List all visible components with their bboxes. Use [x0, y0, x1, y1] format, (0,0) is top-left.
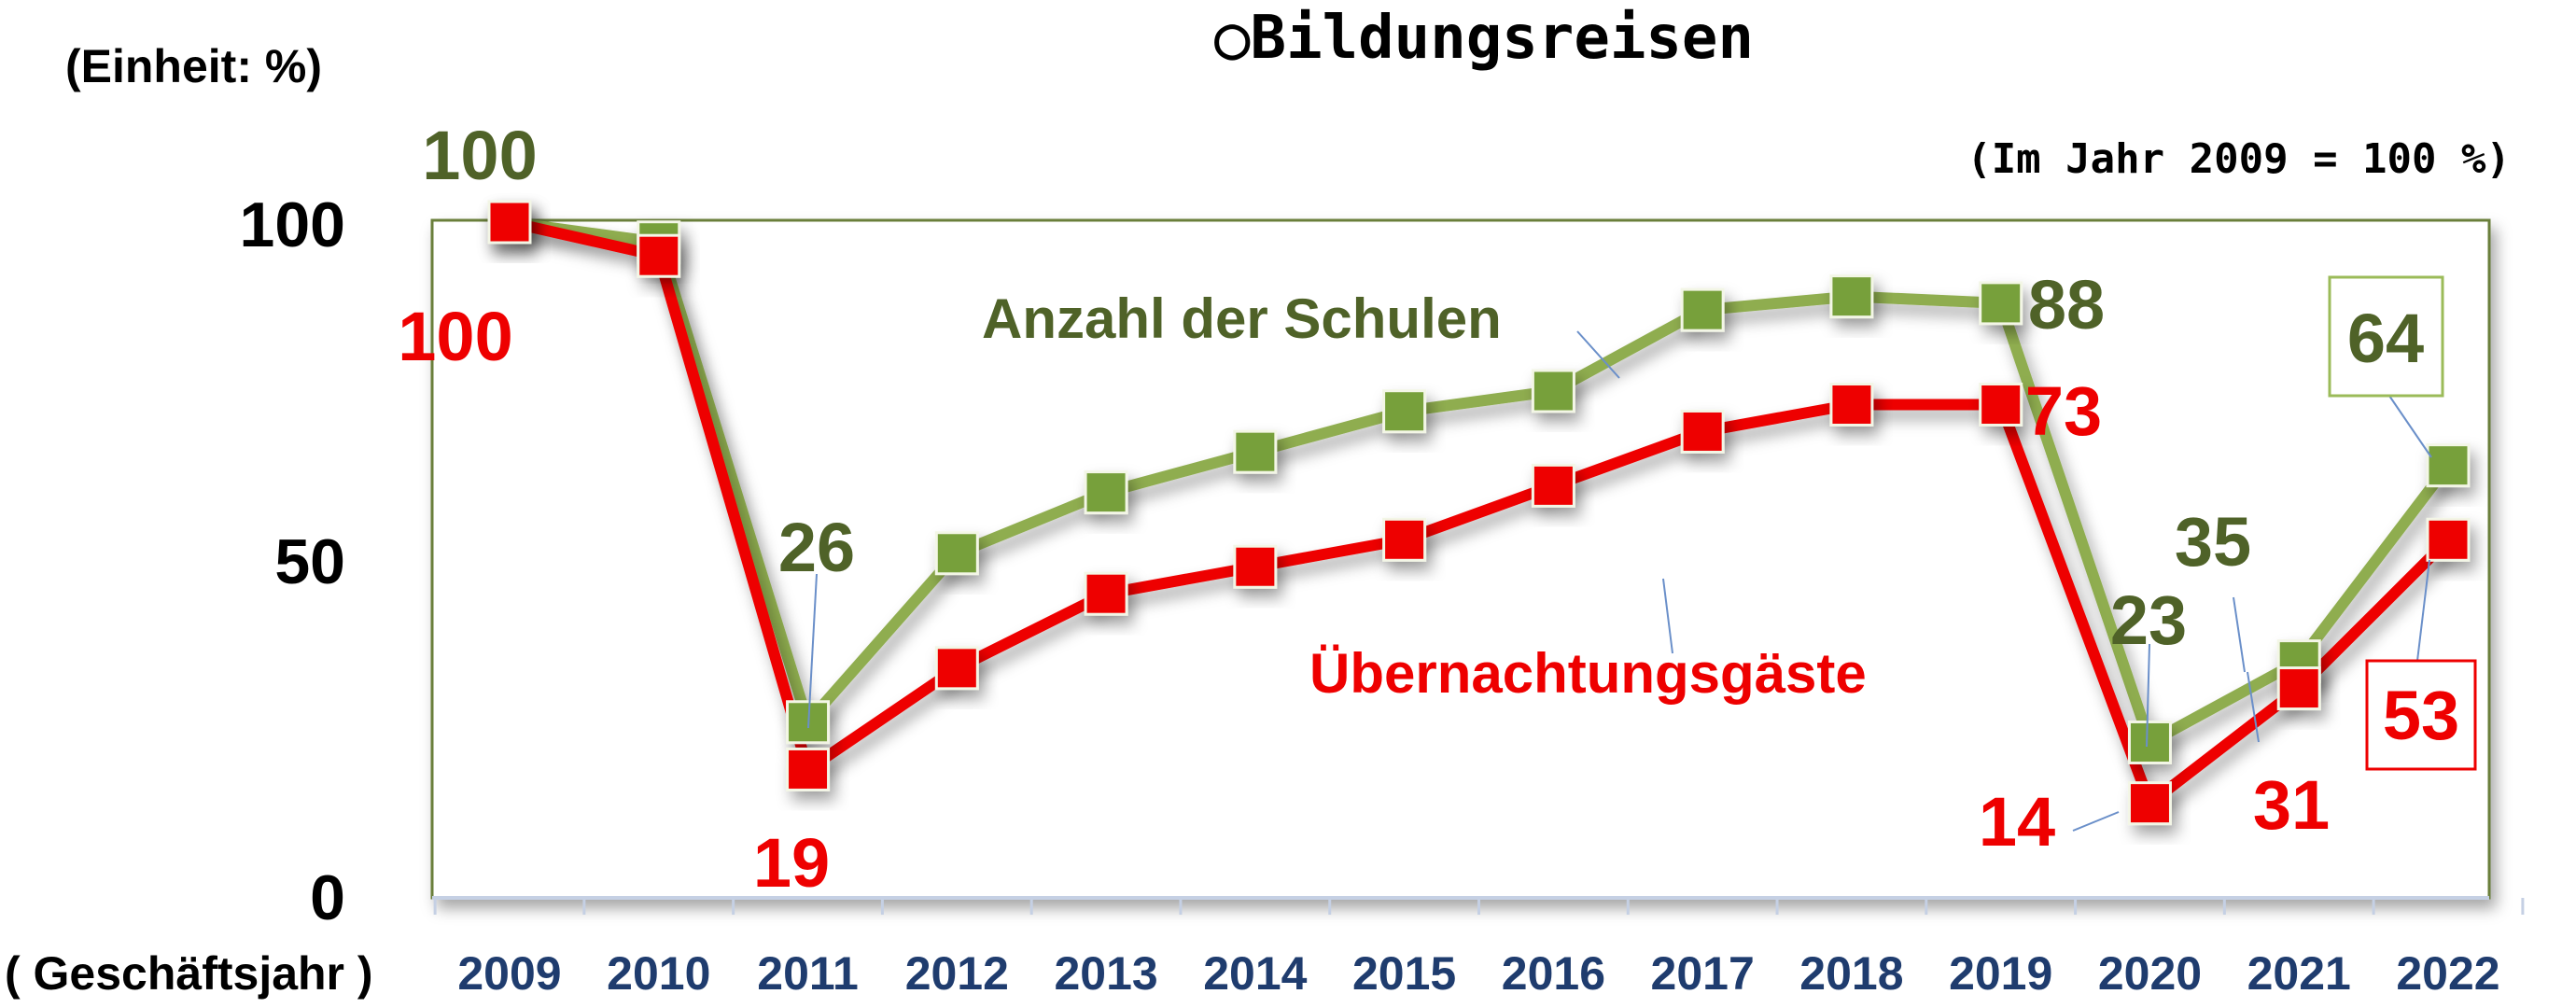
series-label-schools: Anzahl der Schulen: [982, 287, 1502, 350]
leader-lines: [807, 330, 2432, 832]
x-tick-label-2016: 2016: [1502, 947, 1605, 1000]
x-tick-label-2012: 2012: [905, 947, 1009, 1000]
y-tick-0: 0: [310, 862, 345, 933]
marker-guests-2016: [1531, 463, 1575, 508]
x-tick-label-2018: 2018: [1799, 947, 1903, 1000]
x-tick-label-2013: 2013: [1054, 947, 1157, 1000]
data-label-guests-2021: 31: [2253, 766, 2330, 844]
series-line-guests: [508, 217, 2453, 809]
x-tick-label-2009: 2009: [457, 947, 561, 1000]
marker-guests-2011: [786, 747, 831, 791]
data-label-guests-2020: 14: [1979, 783, 2055, 861]
marker-schools-2014: [1233, 429, 1278, 474]
marker-guests-2019: [1979, 382, 2023, 427]
y-tick-50: 50: [274, 526, 345, 597]
x-tick-label-2010: 2010: [607, 947, 710, 1000]
x-tick-label-2017: 2017: [1651, 947, 1755, 1000]
marker-schools-2019: [1979, 281, 2023, 326]
data-label-schools-2020: 23: [2110, 581, 2187, 659]
x-tick-label-2014: 2014: [1203, 947, 1307, 1000]
x-axis-title: ( Geschäftsjahr ): [5, 947, 373, 1000]
base-year-note: (Im Jahr 2009 = 100 %): [1967, 135, 2511, 183]
chart-title: ○Bildungsreisen: [1214, 4, 1754, 73]
x-tick-label-2015: 2015: [1352, 947, 1456, 1000]
x-tick-label-2022: 2022: [2396, 947, 2499, 1000]
data-label-schools-2021: 35: [2175, 503, 2251, 581]
marker-schools-2013: [1084, 470, 1128, 515]
marker-schools-2018: [1829, 274, 1874, 319]
marker-guests-2017: [1680, 409, 1725, 454]
marker-schools-2017: [1680, 287, 1725, 332]
x-tick-label-2021: 2021: [2247, 947, 2351, 1000]
marker-guests-2014: [1233, 544, 1278, 589]
marker-schools-2020: [2127, 720, 2172, 764]
data-label-schools-2009: 100: [422, 117, 537, 194]
marker-guests-2010: [637, 233, 681, 278]
marker-guests-2018: [1829, 382, 1874, 427]
marker-schools-2022: [2426, 443, 2471, 488]
series-label-guests: Übernachtungsgäste: [1309, 642, 1867, 705]
data-label-schools-2011: 26: [778, 509, 855, 586]
x-tick-label-2011: 2011: [757, 947, 858, 1000]
data-label-schools-2019: 88: [2028, 266, 2105, 343]
unit-label: (Einheit: %): [65, 40, 322, 92]
series-line-schools: [509, 217, 2453, 749]
marker-guests-2022: [2426, 517, 2471, 562]
marker-guests-2015: [1382, 517, 1427, 562]
y-tick-100: 100: [240, 189, 345, 260]
data-label-guests-2022: 53: [2383, 677, 2459, 754]
marker-guests-2012: [934, 646, 979, 691]
marker-schools-2016: [1531, 369, 1575, 413]
marker-guests-2020: [2127, 781, 2172, 826]
marker-guests-2013: [1084, 571, 1128, 616]
marker-schools-2012: [934, 531, 979, 576]
data-label-guests-2019: 73: [2025, 372, 2102, 450]
data-label-guests-2011: 19: [753, 824, 830, 902]
marker-schools-2015: [1382, 389, 1427, 434]
marker-guests-2021: [2276, 666, 2321, 711]
x-tick-label-2020: 2020: [2098, 947, 2202, 1000]
data-label-guests-2009: 100: [398, 298, 512, 375]
data-label-box-schools-2022: [2328, 275, 2444, 398]
marker-guests-2009: [487, 200, 532, 245]
data-label-schools-2022: 64: [2347, 300, 2424, 377]
data-label-box-guests-2022: [2365, 659, 2477, 771]
x-tick-label-2019: 2019: [1949, 947, 2052, 1000]
